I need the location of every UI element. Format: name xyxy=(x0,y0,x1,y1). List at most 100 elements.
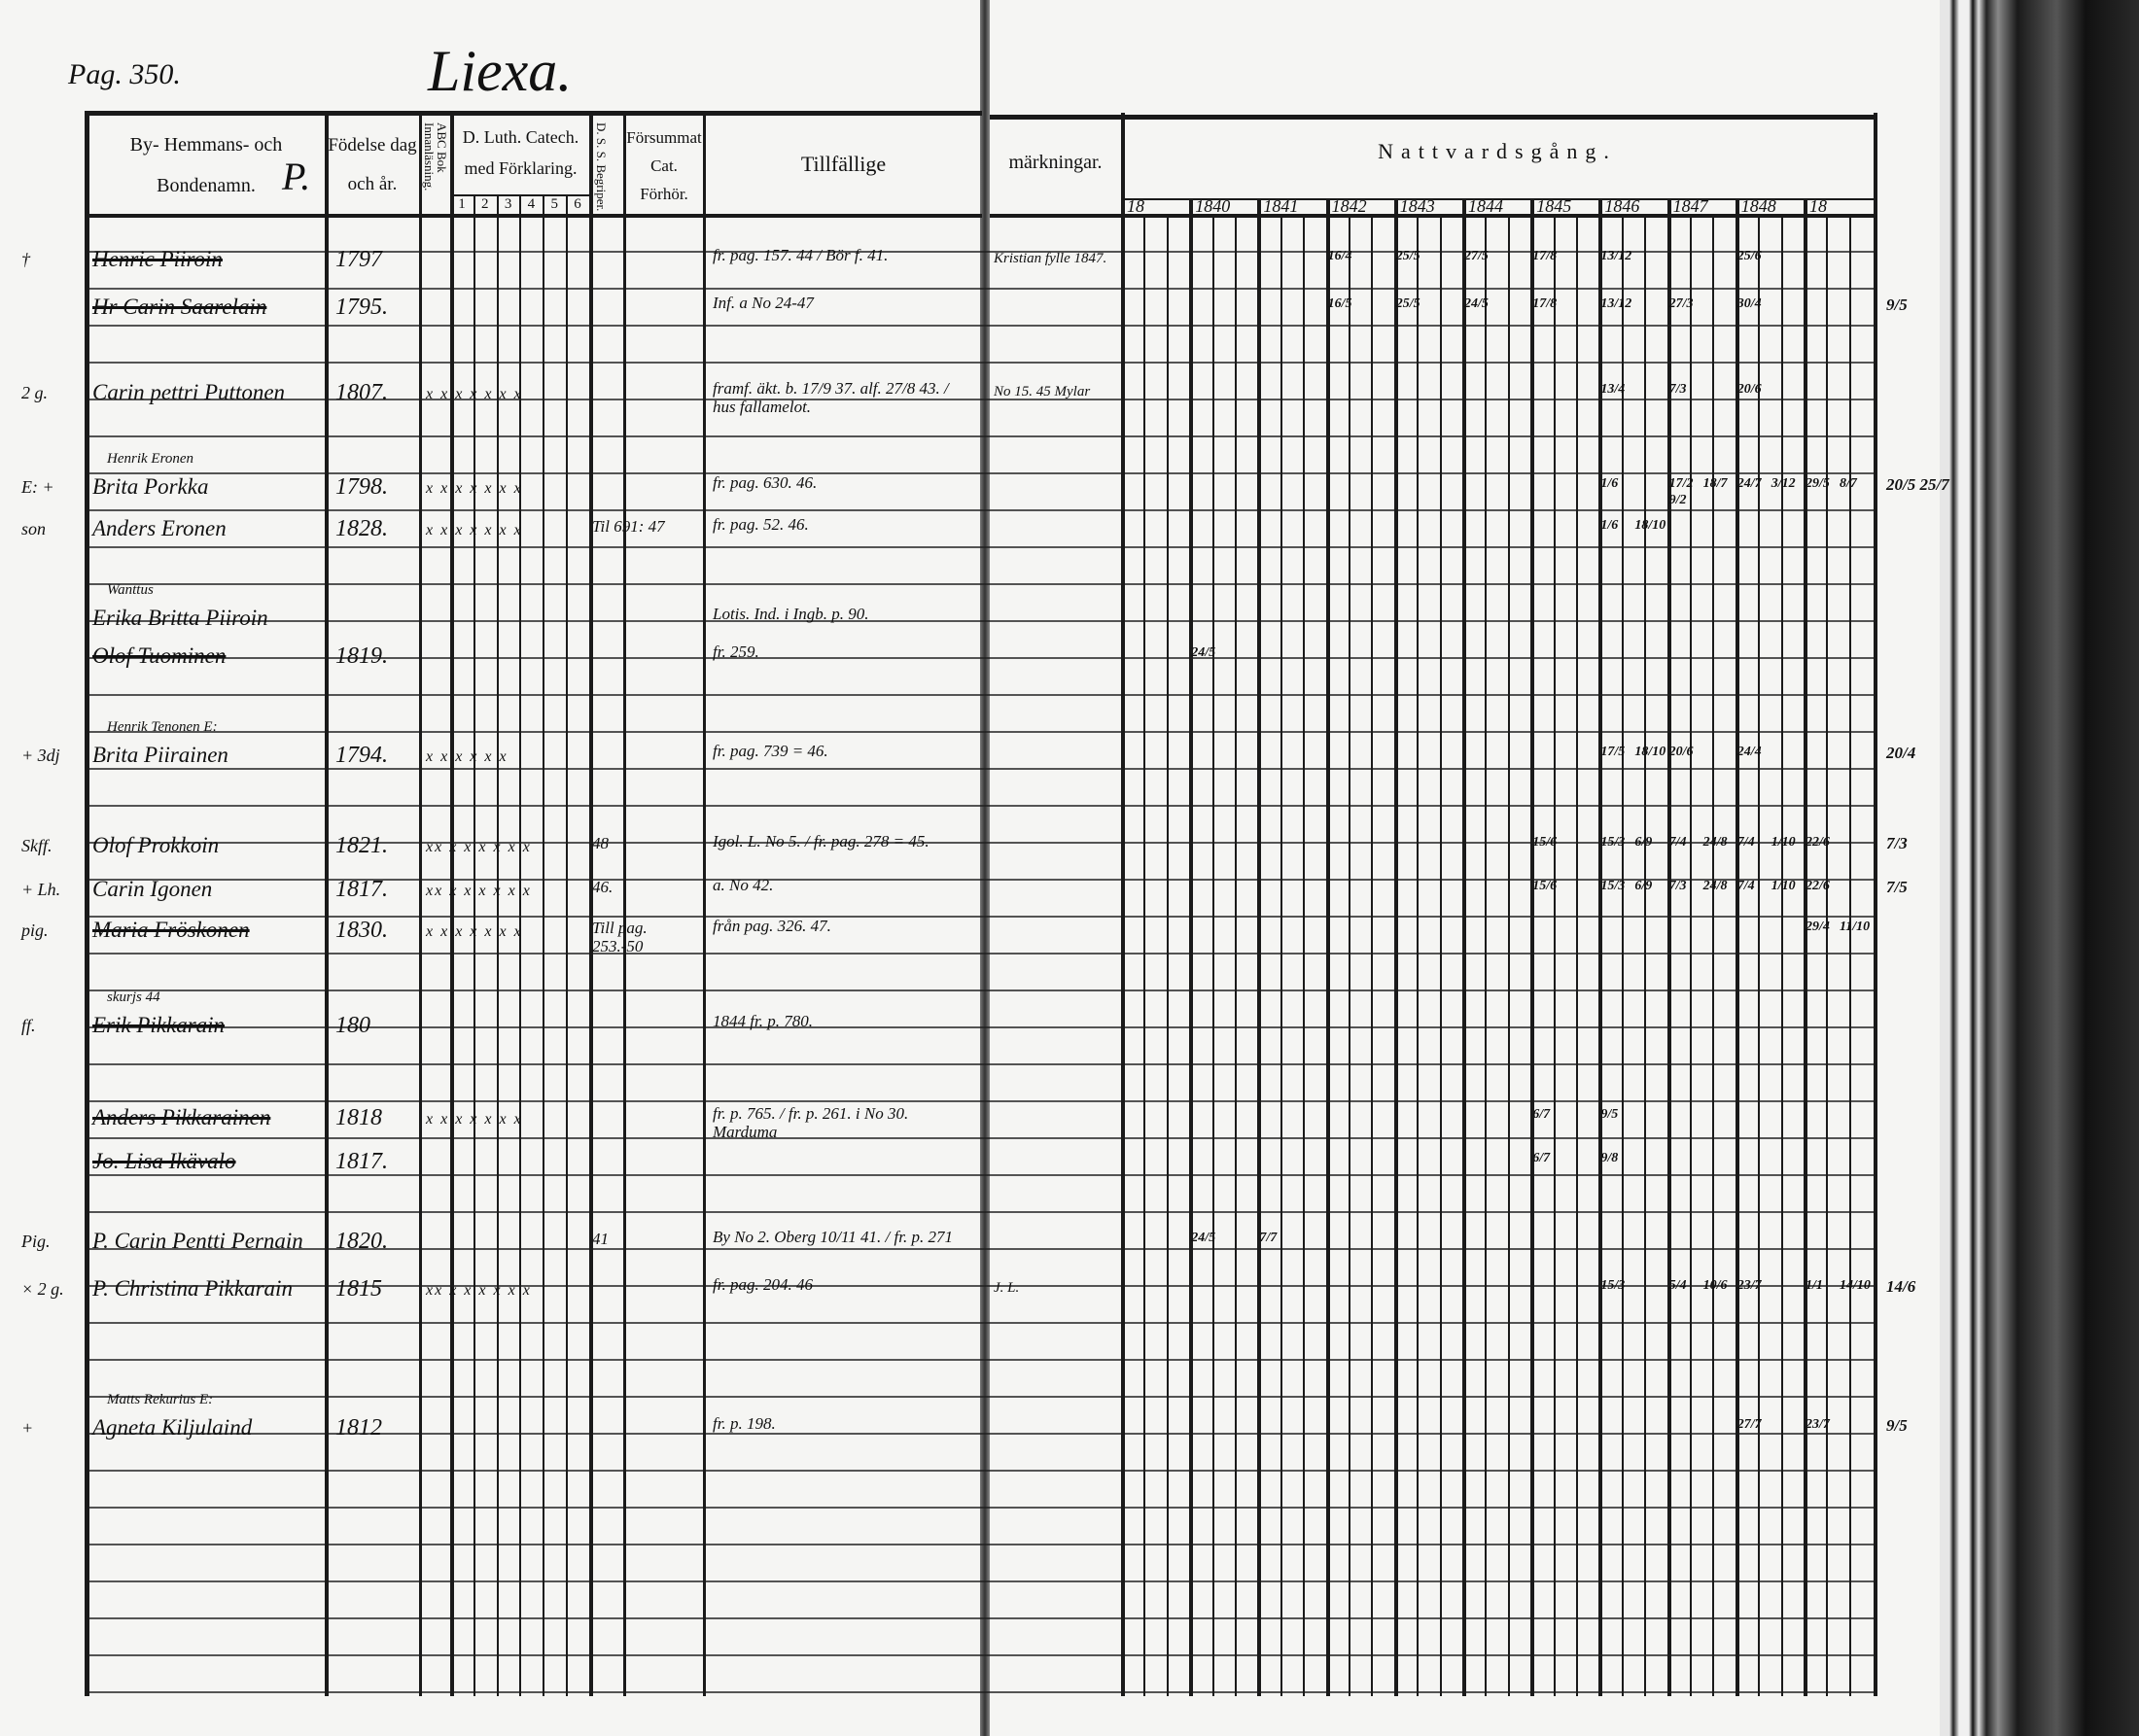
communion-date: 29/5 xyxy=(1806,476,1830,491)
communion-date: 15/3 xyxy=(1600,1278,1626,1293)
year-header: 18 xyxy=(1809,196,1827,216)
person-name: Jo. Lisa Ikävalo xyxy=(92,1149,236,1173)
communion-date: 22/6 xyxy=(1806,879,1830,893)
markningar-note: Kristian fylle 1847. xyxy=(994,251,1107,266)
header-rule xyxy=(990,115,1874,120)
communion-date: 7/3 xyxy=(1668,879,1687,893)
catechism-marks: xx x x x x x x xyxy=(426,1282,532,1299)
column-rule xyxy=(473,194,475,1696)
row-rules xyxy=(85,216,1874,1693)
book-binding xyxy=(1940,0,2139,1736)
column-rule xyxy=(1826,216,1829,1696)
tillfallige-note: fr. 259. xyxy=(713,642,759,661)
page-number: Pag. 350. xyxy=(68,58,181,90)
tillfallige-note: fr. pag. 739 = 46. xyxy=(713,742,828,760)
person-name: Agneta Kiljulaind xyxy=(92,1415,253,1440)
header-dss: D. S. S. Begriper. xyxy=(594,122,609,212)
column-rule xyxy=(1371,216,1374,1696)
person-name: Maria Fröskonen xyxy=(92,918,250,942)
column-rule xyxy=(1735,198,1739,1696)
header-forsummat: Försummat Cat. Förhör. xyxy=(626,128,702,203)
right-margin-note: 20/4 xyxy=(1886,744,1916,762)
column-rule xyxy=(1257,198,1262,1696)
communion-date: 1/10 xyxy=(1771,835,1796,850)
communion-date: 1/6 xyxy=(1600,476,1619,491)
tillfallige-note: fr. p. 198. xyxy=(713,1414,776,1433)
column-rule xyxy=(1303,216,1306,1696)
column-rule xyxy=(1211,216,1214,1696)
communion-date: 25/5 xyxy=(1395,296,1420,311)
communion-date: 24/5 xyxy=(1464,296,1489,311)
column-rule xyxy=(1666,198,1671,1696)
column-rule xyxy=(1553,216,1556,1696)
right-margin-note: 14/6 xyxy=(1886,1277,1916,1296)
tillfallige-note: fr. p. 765. / fr. p. 261. i No 30. Mardu… xyxy=(713,1104,909,1141)
margin-note: son xyxy=(21,519,47,538)
column-rule xyxy=(325,113,329,1696)
communion-date: 18/10 xyxy=(1634,745,1666,759)
header-names-overlay: P. xyxy=(282,155,311,198)
catechism-marks: x x x x x x x xyxy=(426,386,523,402)
communion-date: 20/6 xyxy=(1736,382,1762,397)
catech-subheader: 5 xyxy=(550,196,558,212)
communion-date: 9/5 xyxy=(1600,1107,1619,1122)
header-names: By- Hemmans- och Bondenamn. xyxy=(129,134,283,196)
communion-date: 15/3 xyxy=(1600,835,1626,850)
column-rule xyxy=(1848,216,1851,1696)
column-rule xyxy=(1780,216,1783,1696)
column-rule xyxy=(589,113,593,1696)
communion-date: 17/2 xyxy=(1668,476,1694,491)
column-rule xyxy=(1235,216,1237,1696)
column-rule xyxy=(1189,198,1194,1696)
person-name: Erika Britta Piiroin xyxy=(92,606,268,630)
column-rule xyxy=(1507,216,1510,1696)
tillfallige-note: a. No 42. xyxy=(713,876,774,894)
communion-date: 10/6 xyxy=(1702,1278,1728,1293)
margin-note: 2 g. xyxy=(21,383,48,402)
birth-year: 1812 xyxy=(335,1415,382,1441)
column-rule xyxy=(1644,216,1647,1696)
communion-date: 14/10 xyxy=(1840,1278,1871,1293)
forsummat-value: 48 xyxy=(592,834,609,852)
catech-subheader: 1 xyxy=(458,196,466,212)
communion-date: 16/4 xyxy=(1327,249,1352,263)
year-header: 18 xyxy=(1127,196,1144,216)
tillfallige-note: fr. pag. 204. 46 xyxy=(713,1275,813,1294)
communion-date: 23/7 xyxy=(1806,1417,1830,1432)
column-rule xyxy=(566,194,568,1696)
margin-note: E: + xyxy=(21,477,54,497)
column-rule xyxy=(1325,198,1330,1696)
communion-date: 7/4 xyxy=(1736,879,1755,893)
communion-date: 24/8 xyxy=(1702,835,1728,850)
person-name: Olof Prokkoin xyxy=(92,833,220,857)
communion-date: 24/8 xyxy=(1702,879,1728,893)
column-rule xyxy=(1485,216,1488,1696)
margin-note: Skff. xyxy=(21,836,53,855)
birth-year: 1818 xyxy=(335,1105,382,1130)
year-header: 1841 xyxy=(1263,196,1299,216)
header-tillfallige: Tillfällige xyxy=(800,152,887,176)
person-name: Hr Carin Saarelain xyxy=(92,295,267,319)
communion-date: 25/6 xyxy=(1736,249,1762,263)
person-name: Brita Porkka xyxy=(92,474,209,499)
catechism-marks: x x x x x x x xyxy=(426,522,523,538)
tillfallige-note: framf. äkt. b. 17/9 37. alf. 27/8 43. / … xyxy=(713,379,949,416)
communion-date: 6/9 xyxy=(1634,879,1653,893)
communion-date: 18/10 xyxy=(1634,518,1666,533)
village-name: Liexa. xyxy=(428,39,573,103)
communion-date: 22/6 xyxy=(1806,835,1830,850)
name-annotation: Matts Rekurius E: xyxy=(107,1392,214,1407)
header-catech: D. Luth. Catech. med Förklaring. xyxy=(462,127,579,179)
right-margin-note: 9/5 xyxy=(1886,1416,1908,1435)
column-rule xyxy=(1576,216,1578,1696)
header-rule xyxy=(990,214,1874,218)
column-rule xyxy=(1874,113,1877,1696)
header-rule xyxy=(85,214,982,218)
person-name: Carin Igonen xyxy=(92,877,213,901)
margin-note: pig. xyxy=(21,920,49,940)
communion-date: 1/10 xyxy=(1771,879,1796,893)
communion-date: 18/7 xyxy=(1702,476,1728,491)
person-name: P. Christina Pikkarain xyxy=(92,1276,293,1301)
communion-date: 24/5 xyxy=(1191,645,1216,660)
column-rule xyxy=(1758,216,1761,1696)
